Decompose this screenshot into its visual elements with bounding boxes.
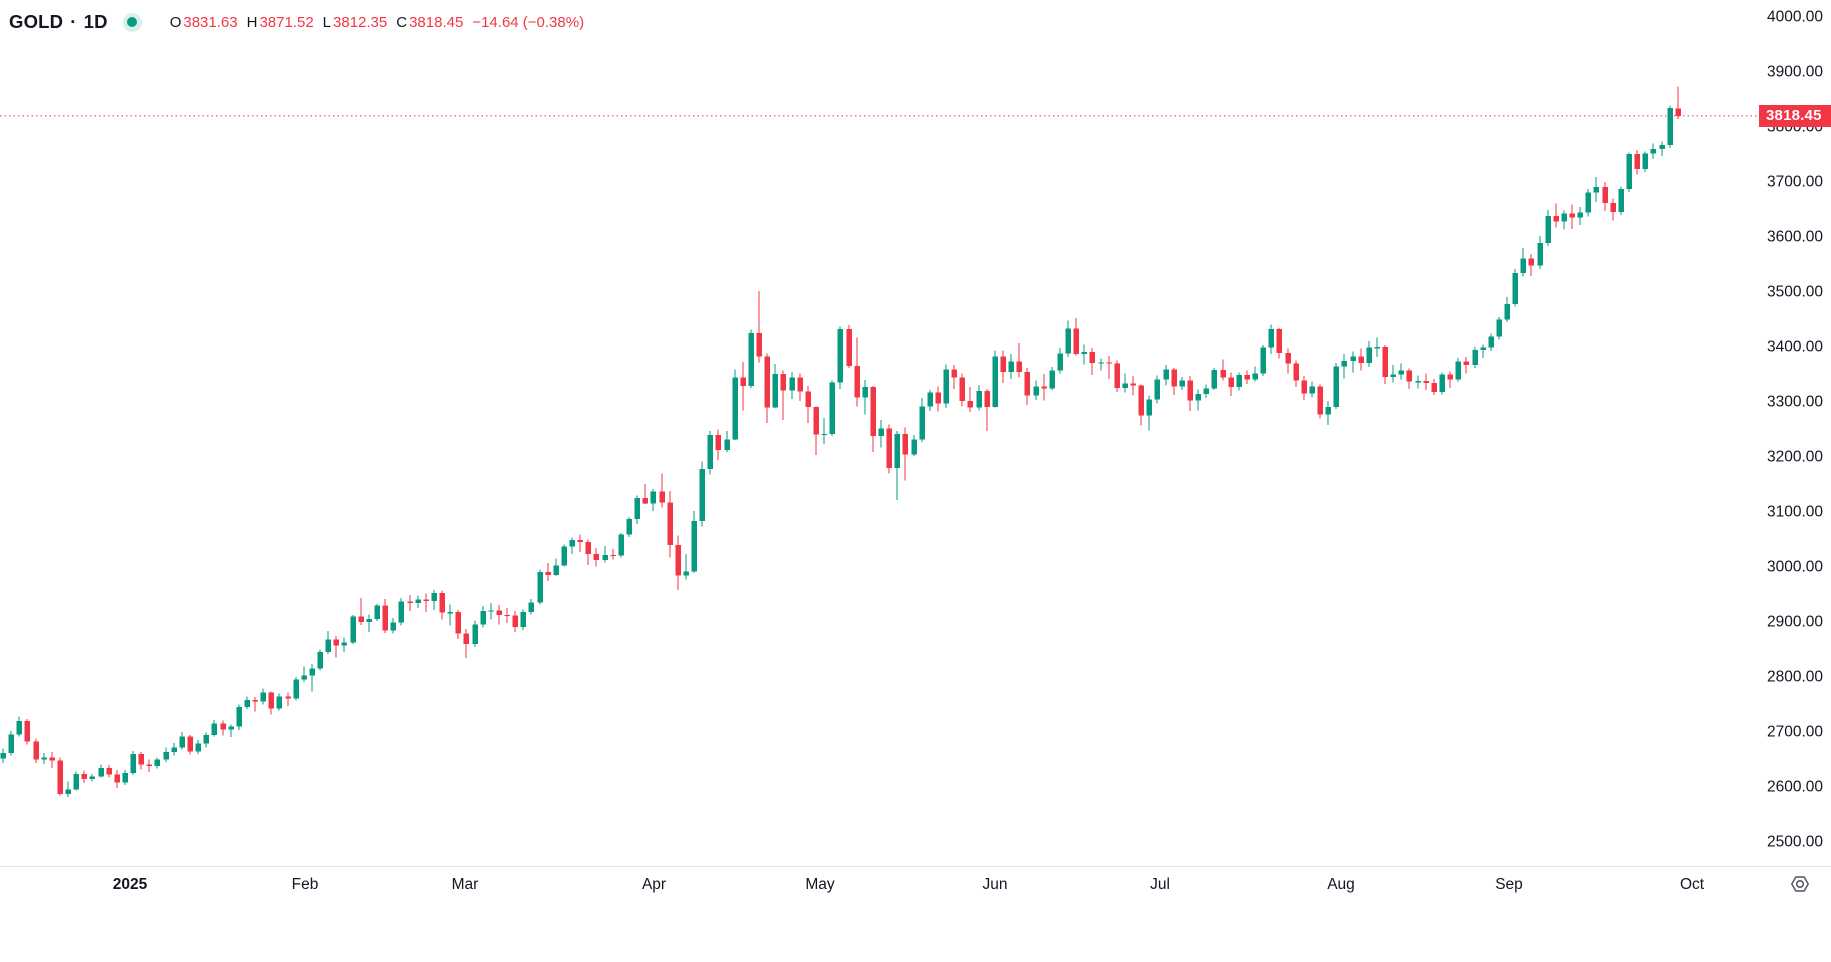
svg-text:Mar: Mar bbox=[452, 876, 479, 893]
svg-text:2600.00: 2600.00 bbox=[1767, 778, 1823, 795]
svg-text:3700.00: 3700.00 bbox=[1767, 173, 1823, 190]
gear-hexagon-icon bbox=[1791, 876, 1809, 892]
ohlc-high: H 3871.52 bbox=[247, 14, 314, 31]
symbol-name: GOLD bbox=[9, 11, 64, 32]
svg-text:3900.00: 3900.00 bbox=[1767, 64, 1823, 81]
last-price-label: 3818.45 bbox=[1759, 104, 1831, 127]
ohlc-low: L 3812.35 bbox=[323, 14, 388, 31]
svg-text:2800.00: 2800.00 bbox=[1767, 668, 1823, 685]
svg-text:Apr: Apr bbox=[642, 876, 666, 893]
candles-layer bbox=[0, 86, 1681, 797]
close-value: 3818.45 bbox=[409, 13, 464, 31]
chart-legend: GOLD · 1D O 3831.63 H 3871.52 L 3812.35 C 3818… bbox=[9, 8, 584, 36]
svg-text:3200.00: 3200.00 bbox=[1767, 448, 1823, 465]
svg-text:2025: 2025 bbox=[113, 876, 148, 893]
svg-text:Jun: Jun bbox=[983, 876, 1008, 893]
svg-text:2700.00: 2700.00 bbox=[1767, 723, 1823, 740]
ohlc-values: O 3831.63 H 3871.52 L 3812.35 C 3818.45 −14.… bbox=[170, 14, 584, 31]
change-value: −14.64 (−0.38%) bbox=[472, 13, 585, 31]
ohlc-close: C 3818.45 bbox=[396, 14, 463, 31]
high-value: 3871.52 bbox=[259, 13, 314, 31]
interval-label: 1D bbox=[83, 11, 108, 32]
svg-text:3300.00: 3300.00 bbox=[1767, 393, 1823, 410]
svg-text:Jul: Jul bbox=[1150, 876, 1170, 893]
open-label: O bbox=[169, 13, 182, 31]
symbol-interval-separator: · bbox=[70, 11, 77, 32]
low-label: L bbox=[322, 13, 332, 31]
svg-text:4000.00: 4000.00 bbox=[1767, 9, 1823, 26]
time-scale[interactable] bbox=[0, 867, 1780, 912]
symbol-title[interactable]: GOLD · 1D bbox=[9, 11, 108, 33]
time-scale-labels: 2025 Feb Mar Apr May Jun Jul Aug Sep Oct bbox=[113, 876, 1705, 893]
high-label: H bbox=[246, 13, 258, 31]
price-scale[interactable] bbox=[1760, 0, 1831, 866]
svg-text:3600.00: 3600.00 bbox=[1767, 228, 1823, 245]
svg-text:2500.00: 2500.00 bbox=[1767, 833, 1823, 850]
open-value: 3831.63 bbox=[183, 13, 238, 31]
low-value: 3812.35 bbox=[333, 13, 388, 31]
time-axis-settings-button[interactable] bbox=[1786, 871, 1814, 897]
svg-text:3000.00: 3000.00 bbox=[1767, 558, 1823, 575]
market-status-icon bbox=[122, 12, 142, 32]
close-label: C bbox=[396, 13, 408, 31]
svg-text:3100.00: 3100.00 bbox=[1767, 503, 1823, 520]
svg-text:3500.00: 3500.00 bbox=[1767, 283, 1823, 300]
ohlc-open: O 3831.63 bbox=[170, 14, 238, 31]
svg-text:3400.00: 3400.00 bbox=[1767, 338, 1823, 355]
svg-text:Aug: Aug bbox=[1327, 876, 1355, 893]
market-status-dot bbox=[127, 17, 138, 27]
svg-text:2900.00: 2900.00 bbox=[1767, 613, 1823, 630]
svg-text:Sep: Sep bbox=[1495, 876, 1523, 893]
svg-text:Oct: Oct bbox=[1680, 876, 1705, 893]
svg-text:May: May bbox=[805, 876, 835, 893]
svg-text:Feb: Feb bbox=[292, 876, 319, 893]
